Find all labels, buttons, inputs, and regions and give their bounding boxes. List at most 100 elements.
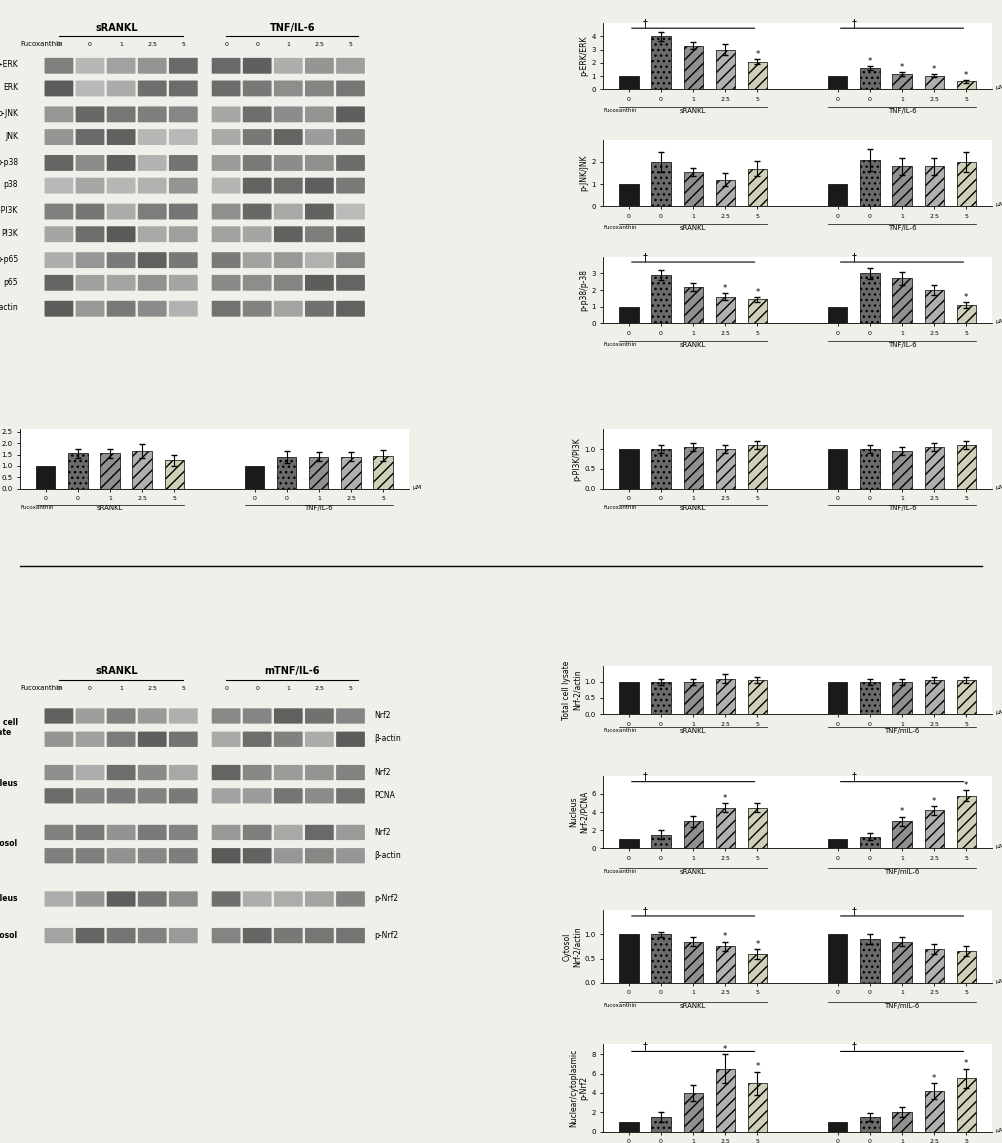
Text: sRANKL: sRANKL (680, 1004, 706, 1009)
FancyBboxPatch shape (169, 253, 197, 269)
FancyBboxPatch shape (336, 129, 365, 145)
Text: 0: 0 (57, 42, 61, 47)
Text: TNF/mIL-6: TNF/mIL-6 (885, 1004, 920, 1009)
Bar (683, 287, 702, 323)
Bar (747, 62, 768, 89)
FancyBboxPatch shape (75, 155, 104, 171)
FancyBboxPatch shape (107, 106, 135, 122)
FancyBboxPatch shape (305, 80, 334, 96)
Text: TNF/IL-6: TNF/IL-6 (888, 342, 916, 347)
FancyBboxPatch shape (242, 80, 272, 96)
Bar (747, 1084, 768, 1132)
FancyBboxPatch shape (336, 80, 365, 96)
FancyBboxPatch shape (75, 301, 104, 317)
Bar (651, 37, 670, 89)
FancyBboxPatch shape (336, 848, 365, 863)
FancyBboxPatch shape (336, 253, 365, 269)
Text: Fucoxanthin: Fucoxanthin (603, 109, 636, 113)
FancyBboxPatch shape (242, 177, 272, 193)
Text: *: * (723, 1045, 727, 1054)
Bar (828, 1122, 848, 1132)
FancyBboxPatch shape (75, 129, 104, 145)
Bar (715, 297, 734, 323)
FancyBboxPatch shape (169, 58, 197, 73)
FancyBboxPatch shape (169, 106, 197, 122)
Text: p38: p38 (4, 181, 18, 190)
Text: *: * (756, 1062, 760, 1071)
Bar (861, 273, 880, 323)
Bar (893, 167, 912, 207)
Bar (683, 821, 702, 848)
FancyBboxPatch shape (107, 892, 135, 906)
FancyBboxPatch shape (138, 892, 166, 906)
Text: p-PI3K: p-PI3K (0, 206, 18, 215)
FancyBboxPatch shape (305, 253, 334, 269)
FancyBboxPatch shape (138, 253, 166, 269)
Text: sRANKL: sRANKL (680, 109, 706, 114)
Text: *: * (723, 933, 727, 942)
Text: Fucoxanthin: Fucoxanthin (603, 505, 636, 510)
Bar (747, 299, 768, 323)
FancyBboxPatch shape (107, 155, 135, 171)
Text: μM: μM (412, 485, 422, 489)
FancyBboxPatch shape (44, 253, 73, 269)
Bar (651, 162, 670, 207)
Text: β-actin: β-actin (374, 850, 401, 860)
FancyBboxPatch shape (242, 58, 272, 73)
Bar (715, 946, 734, 983)
FancyBboxPatch shape (242, 129, 272, 145)
FancyBboxPatch shape (138, 709, 166, 724)
Text: †: † (642, 1041, 647, 1050)
Text: *: * (756, 50, 760, 58)
FancyBboxPatch shape (274, 58, 303, 73)
FancyBboxPatch shape (274, 732, 303, 746)
FancyBboxPatch shape (44, 80, 73, 96)
FancyBboxPatch shape (138, 155, 166, 171)
FancyBboxPatch shape (336, 106, 365, 122)
FancyBboxPatch shape (211, 106, 240, 122)
FancyBboxPatch shape (305, 177, 334, 193)
FancyBboxPatch shape (211, 765, 240, 781)
FancyBboxPatch shape (242, 155, 272, 171)
Text: sRANKL: sRANKL (680, 225, 706, 231)
Text: *: * (868, 57, 872, 66)
Bar (957, 162, 976, 207)
FancyBboxPatch shape (211, 274, 240, 290)
FancyBboxPatch shape (138, 765, 166, 781)
FancyBboxPatch shape (336, 177, 365, 193)
Text: Fucoxanthin: Fucoxanthin (603, 728, 636, 733)
Text: *: * (932, 1073, 936, 1082)
Text: sRANKL: sRANKL (96, 23, 138, 33)
Bar (828, 77, 848, 89)
FancyBboxPatch shape (274, 274, 303, 290)
Bar (164, 461, 184, 489)
Bar (828, 184, 848, 207)
FancyBboxPatch shape (44, 825, 73, 840)
Bar (651, 275, 670, 323)
Text: JNK: JNK (5, 131, 18, 141)
FancyBboxPatch shape (44, 177, 73, 193)
FancyBboxPatch shape (305, 789, 334, 804)
Text: Fucoxanthin: Fucoxanthin (603, 342, 636, 347)
FancyBboxPatch shape (75, 177, 104, 193)
FancyBboxPatch shape (211, 58, 240, 73)
Bar (861, 940, 880, 983)
FancyBboxPatch shape (274, 106, 303, 122)
Text: Nucleus: Nucleus (0, 894, 18, 903)
FancyBboxPatch shape (138, 58, 166, 73)
FancyBboxPatch shape (336, 892, 365, 906)
FancyBboxPatch shape (242, 732, 272, 746)
Text: †: † (852, 18, 857, 29)
Text: 2.5: 2.5 (315, 686, 325, 690)
FancyBboxPatch shape (305, 58, 334, 73)
FancyBboxPatch shape (44, 765, 73, 781)
Bar (893, 1112, 912, 1132)
Bar (828, 839, 848, 848)
FancyBboxPatch shape (75, 253, 104, 269)
FancyBboxPatch shape (107, 226, 135, 242)
Text: μM: μM (995, 485, 1002, 489)
Bar (36, 466, 55, 489)
Text: PCNA: PCNA (374, 791, 395, 800)
FancyBboxPatch shape (305, 129, 334, 145)
FancyBboxPatch shape (138, 129, 166, 145)
